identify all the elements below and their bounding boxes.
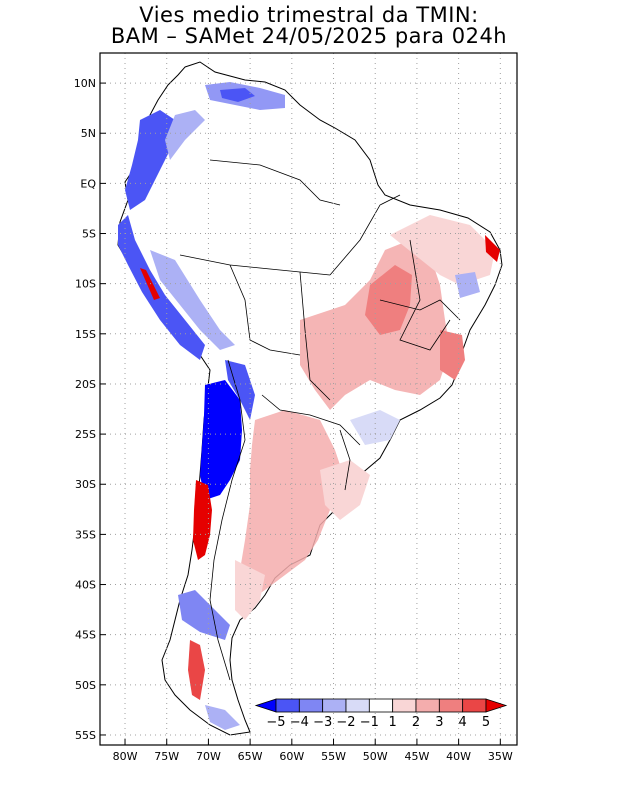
- positive-bias-argentina: [240, 410, 345, 600]
- x-tick-label: 60W: [279, 750, 304, 763]
- y-tick-label: 30S: [75, 478, 96, 491]
- negative-bias-north-core: [220, 88, 255, 102]
- colorbar-high-arrow: [485, 698, 508, 713]
- y-tick-label: 45S: [75, 629, 96, 642]
- colorbar-bin: [322, 698, 347, 713]
- map-grid: [100, 53, 517, 745]
- colorbar-label: 4: [459, 715, 467, 730]
- x-tick-label: 45W: [404, 750, 429, 763]
- x-tick-label: 55W: [321, 750, 346, 763]
- y-tick-label: 5S: [82, 228, 96, 241]
- colorbar-bin: [345, 698, 370, 713]
- negative-bias-atacama: [200, 380, 242, 500]
- negative-bias-se-brazil: [350, 410, 400, 445]
- colorbar-bin: [368, 698, 394, 713]
- colorbar-label: 3: [435, 715, 443, 730]
- y-tick-label: 55S: [75, 729, 96, 742]
- colorbar-label: 1: [389, 715, 397, 730]
- map-frame: [99, 52, 518, 746]
- negative-bias-ne-patch: [455, 272, 480, 298]
- colorbar-bin: [392, 698, 417, 713]
- y-tick-label: 40S: [75, 579, 96, 592]
- x-tick-label: 65W: [238, 750, 263, 763]
- x-tick-label: 75W: [154, 750, 179, 763]
- colorbar-bin: [438, 698, 464, 713]
- positive-bias-brazil-core: [365, 265, 412, 335]
- negative-bias-peru-light: [150, 250, 235, 350]
- y-tick-label: 20S: [75, 378, 96, 391]
- colorbar-label: 2: [412, 715, 420, 730]
- country-borders: [179, 159, 461, 681]
- colorbar: −5 −4 −3 −2 −1 1 2 3 4 5: [254, 698, 508, 730]
- colorbar-label: −5: [266, 715, 285, 730]
- negative-bias-patagonia: [178, 590, 230, 640]
- colorbar-label: −2: [336, 715, 355, 730]
- colorbar-bin: [415, 698, 440, 713]
- x-tick-label: 70W: [196, 750, 221, 763]
- colorbar-bin: [275, 698, 300, 713]
- y-tick-label: 5N: [81, 127, 96, 140]
- map-title-line2: BAM – SAMet 24/05/2025 para 024h: [110, 24, 508, 48]
- colorbar-bin: [298, 698, 324, 713]
- negative-bias-tierra-del-fuego: [205, 705, 240, 730]
- x-tick-label: 35W: [488, 750, 513, 763]
- negative-bias-peru-coast: [118, 215, 205, 360]
- y-tick-label: 15S: [75, 328, 96, 341]
- positive-bias-ne-coast: [485, 235, 500, 262]
- x-tick-label: 50W: [363, 750, 388, 763]
- map-area: [100, 53, 517, 745]
- positive-bias-argentina-light: [235, 560, 265, 620]
- y-tick-label: 10S: [75, 278, 96, 291]
- y-tick-label: 50S: [75, 679, 96, 692]
- x-tick-label: 40W: [446, 750, 471, 763]
- longitude-axis: 80W 75W 70W 65W 60W 55W 50W 45W 40W 35W: [113, 739, 513, 763]
- map-title-line1: Vies medio trimestral da TMIN:: [139, 3, 479, 27]
- positive-bias-central-chile: [193, 480, 212, 560]
- positive-bias-ne-brazil: [390, 215, 495, 285]
- y-tick-label: EQ: [80, 177, 96, 190]
- negative-bias-andes-north-light: [165, 110, 205, 160]
- negative-bias-andes-north: [125, 110, 175, 210]
- colorbar-label: −3: [313, 715, 332, 730]
- latitude-axis: 10N 5N EQ 5S 10S 15S 20S 25S 30S 35S 40S 45S 50S 55S: [74, 77, 106, 742]
- y-tick-label: 10N: [74, 77, 96, 90]
- colorbar-label: −4: [290, 715, 309, 730]
- colorbar-label: 5: [482, 715, 490, 730]
- positive-bias-brazil-east: [440, 330, 465, 380]
- y-tick-label: 35S: [75, 528, 96, 541]
- x-tick-label: 80W: [113, 750, 138, 763]
- y-tick-label: 25S: [75, 428, 96, 441]
- colorbar-bin: [462, 698, 487, 713]
- colorbar-label: −1: [360, 715, 379, 730]
